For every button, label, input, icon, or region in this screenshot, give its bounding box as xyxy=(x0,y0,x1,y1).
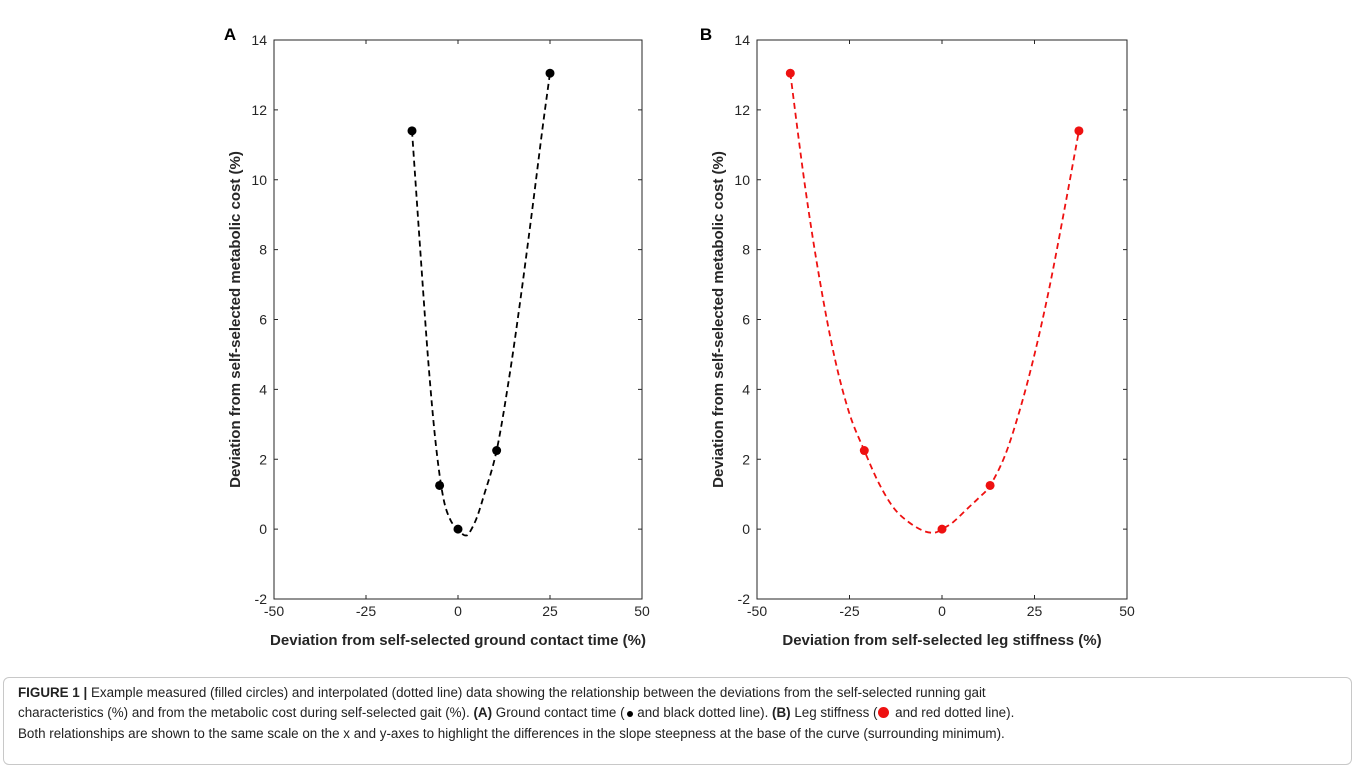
data-point xyxy=(435,480,445,490)
interpolated-curve xyxy=(789,73,1080,534)
y-axis-label: Deviation from self-selected metabolic c… xyxy=(710,151,727,488)
x-tick-label: -50 xyxy=(747,603,767,619)
y-tick-label: 14 xyxy=(251,32,267,48)
y-tick-label: 14 xyxy=(734,32,750,48)
y-tick-label: 0 xyxy=(742,521,750,537)
figure-caption: FIGURE 1 | Example measured (filled circ… xyxy=(3,677,1352,765)
y-tick-label: 8 xyxy=(259,242,267,258)
y-tick-label: 8 xyxy=(742,242,750,258)
plot-frame xyxy=(273,39,643,600)
caption-line-2: characteristics (%) and from the metabol… xyxy=(18,705,1015,721)
caption-figure-label: FIGURE 1 | xyxy=(18,685,88,700)
black-dot-icon xyxy=(626,710,633,717)
data-point xyxy=(937,524,947,534)
y-tick-label: 10 xyxy=(734,172,750,188)
y-tick-label: 0 xyxy=(259,521,267,537)
data-point xyxy=(985,480,995,490)
red-dot-icon xyxy=(878,707,890,719)
data-point xyxy=(785,68,795,78)
x-tick-label: 25 xyxy=(1027,603,1043,619)
y-tick-label: 4 xyxy=(742,381,750,397)
x-tick-label: 50 xyxy=(1119,603,1135,619)
y-tick-label: 6 xyxy=(259,312,267,328)
y-tick-label: 10 xyxy=(251,172,267,188)
y-tick-label: 12 xyxy=(251,102,267,118)
y-axis-label: Deviation from self-selected metabolic c… xyxy=(227,151,244,488)
x-tick-label: -25 xyxy=(839,603,859,619)
y-tick-label: 2 xyxy=(259,451,267,467)
plot-frame xyxy=(756,39,1128,600)
data-point xyxy=(859,446,869,456)
interpolated-curve xyxy=(411,73,551,537)
caption-line-1: FIGURE 1 | Example measured (filled circ… xyxy=(18,685,986,700)
data-point xyxy=(492,446,502,456)
chart-panel-b: -50 -25 0 25 50 -2 0 2 4 6 8 10 12 14 Deviation from s… xyxy=(700,25,1135,649)
x-axis-label: Deviation from self-selected leg stiffne… xyxy=(782,632,1101,649)
caption-line-3: Both relationships are shown to the same… xyxy=(18,725,1005,741)
data-point xyxy=(453,524,463,534)
chart-panel-a: -50 -25 0 25 50 -2 0 2 4 6 8 10 12 14 Deviation from s… xyxy=(224,25,650,649)
x-tick-label: -25 xyxy=(356,603,376,619)
panel-label: B xyxy=(700,25,712,44)
x-tick-label: 50 xyxy=(634,603,650,619)
x-tick-label: -50 xyxy=(264,603,284,619)
x-tick-label: 0 xyxy=(938,603,946,619)
y-tick-label: -2 xyxy=(255,591,268,607)
y-tick-label: 12 xyxy=(734,102,750,118)
x-tick-label: 25 xyxy=(542,603,558,619)
y-tick-label: 4 xyxy=(259,381,267,397)
data-point xyxy=(1074,126,1084,136)
x-axis-label: Deviation from self-selected ground cont… xyxy=(270,632,646,649)
y-tick-label: -2 xyxy=(738,591,751,607)
data-point xyxy=(545,68,555,78)
panel-label: A xyxy=(224,25,236,44)
y-tick-label: 6 xyxy=(742,312,750,328)
data-point xyxy=(407,126,417,136)
x-tick-label: 0 xyxy=(454,603,462,619)
y-tick-label: 2 xyxy=(742,451,750,467)
